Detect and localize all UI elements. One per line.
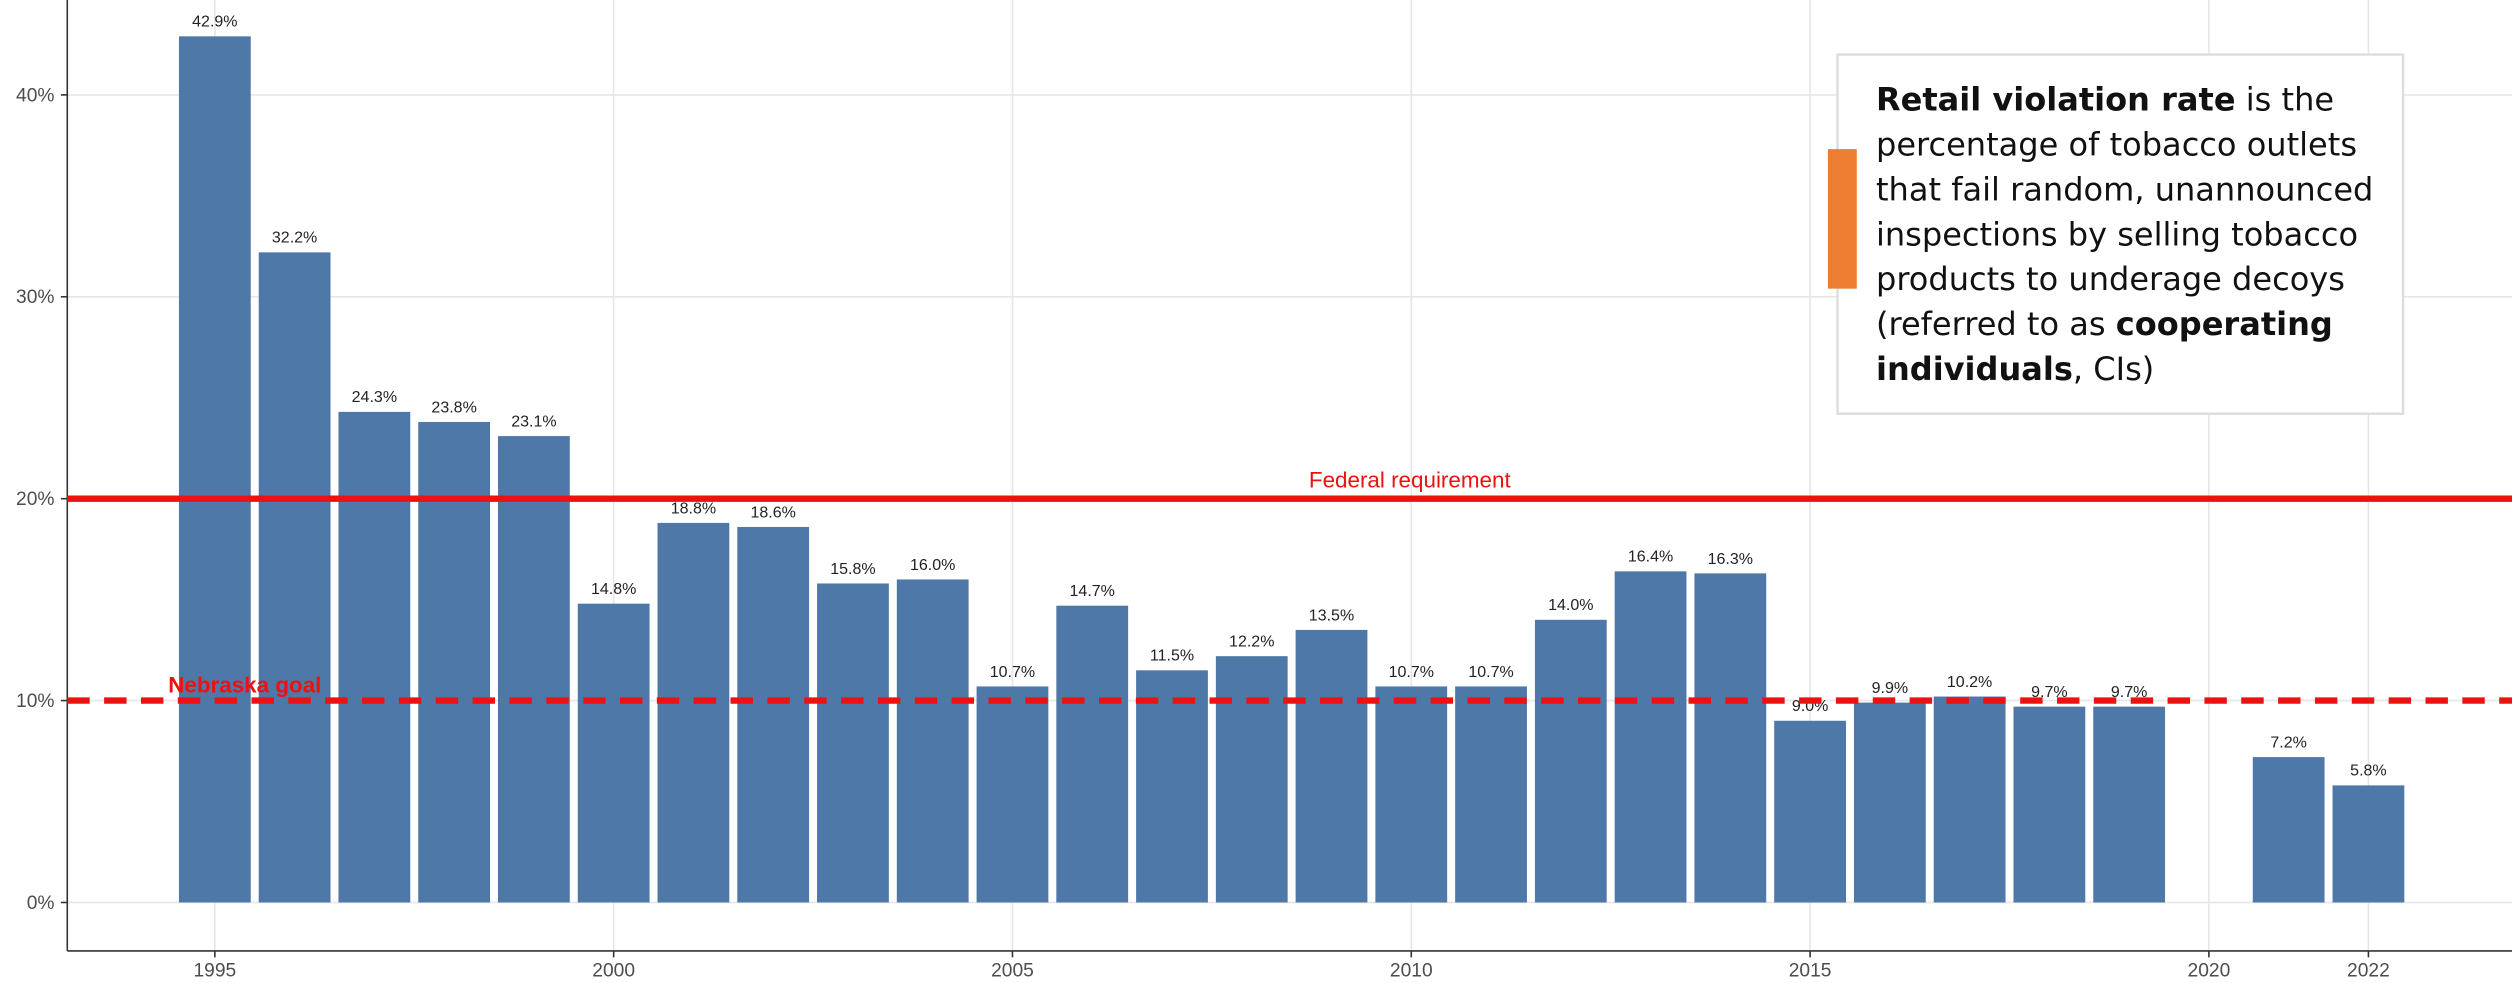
annotation-run: (referred to as [1876,305,2116,343]
y-tick-label: 10% [16,691,54,712]
annotation-line: Retail violation rate is the [1876,81,2334,119]
bar [737,526,810,903]
value-label: 14.8% [591,580,636,598]
value-label: 11.5% [1150,647,1194,665]
value-label: 9.7% [2031,683,2067,701]
x-tick-label: 2010 [1390,961,1433,982]
x-tick-label: 2020 [2188,961,2231,982]
annotation-run: individuals [1876,350,2073,388]
annotation-line: percentage of tobacco outlets [1876,126,2357,164]
bar [498,436,570,903]
annotation-run: cooperating [2116,305,2333,343]
bar [657,522,730,903]
value-label: 10.7% [1389,663,1434,681]
bar [896,579,969,903]
y-tick-label: 30% [16,287,54,308]
annotation-run: products to underage decoys [1876,260,2345,298]
annotation-accent [1827,149,1857,289]
value-label: 16.4% [1628,548,1673,566]
value-label: 42.9% [192,13,237,31]
bar [2332,785,2405,903]
value-label: 7.2% [2270,733,2306,751]
value-label: 10.7% [1468,663,1513,681]
annotation-box [1836,53,2405,415]
bar [1853,702,1926,903]
annotation-run: , CIs) [2073,350,2154,388]
value-label: 18.8% [671,499,716,517]
bar [258,252,331,903]
value-label: 5.8% [2350,762,2386,780]
bar [2013,706,2086,903]
value-label: 16.3% [1708,550,1753,568]
bar [1136,670,1208,903]
y-tick-label: 40% [16,85,54,106]
x-tick-label: 2015 [1789,961,1832,982]
x-tick-label: 2005 [991,961,1034,982]
y-tick-label: 20% [16,489,54,510]
value-label: 10.2% [1947,673,1992,691]
value-label: 9.7% [2111,683,2147,701]
bar [1614,571,1687,903]
value-label: 18.6% [750,503,795,521]
bar [2252,757,2325,903]
annotation-run: Retail violation rate [1876,81,2236,119]
y-tick-label: 0% [27,893,55,914]
value-label: 13.5% [1309,606,1354,624]
bar [1295,629,1368,903]
bar [577,603,650,903]
reference-label: Nebraska goal [168,673,321,698]
annotation-line: individuals, CIs) [1876,350,2154,388]
bar [2093,706,2166,903]
reference-label: Federal requirement [1309,467,1512,492]
value-label: 9.9% [1872,679,1908,697]
bar [418,421,491,903]
value-label: 24.3% [352,388,397,406]
value-label: 32.2% [272,229,317,247]
value-label: 14.7% [1070,582,1115,600]
bar [1455,686,1527,903]
bar [817,583,889,903]
annotation-line: that fail random, unannounced [1876,170,2373,208]
value-label: 23.8% [431,398,476,416]
annotation-run: inspections by selling tobacco [1876,215,2358,253]
value-label: 10.7% [990,663,1035,681]
bar [1694,573,1767,903]
annotation-line: inspections by selling tobacco [1876,215,2358,253]
value-label: 12.2% [1229,633,1274,651]
value-label: 16.0% [910,556,955,574]
value-label: 15.8% [830,560,875,578]
x-tick-label: 2022 [2347,961,2390,982]
annotation-line: products to underage decoys [1876,260,2345,298]
bar [1215,656,1288,903]
value-label: 14.0% [1548,596,1593,614]
bar [178,36,251,903]
annotation-run: percentage of tobacco outlets [1876,126,2357,164]
bar [338,411,411,903]
annotation-run: that fail random, unannounced [1876,170,2373,208]
bar [976,686,1049,903]
bar [1933,696,2006,903]
bar [1534,619,1607,903]
bar [1375,686,1448,903]
x-tick-label: 1995 [193,961,236,982]
annotation-line: (referred to as cooperating [1876,305,2333,343]
x-tick-label: 2000 [592,961,635,982]
annotation-run: is the [2236,81,2335,119]
bar [1056,605,1129,903]
value-label: 23.1% [511,412,556,430]
bar [1774,720,1846,903]
